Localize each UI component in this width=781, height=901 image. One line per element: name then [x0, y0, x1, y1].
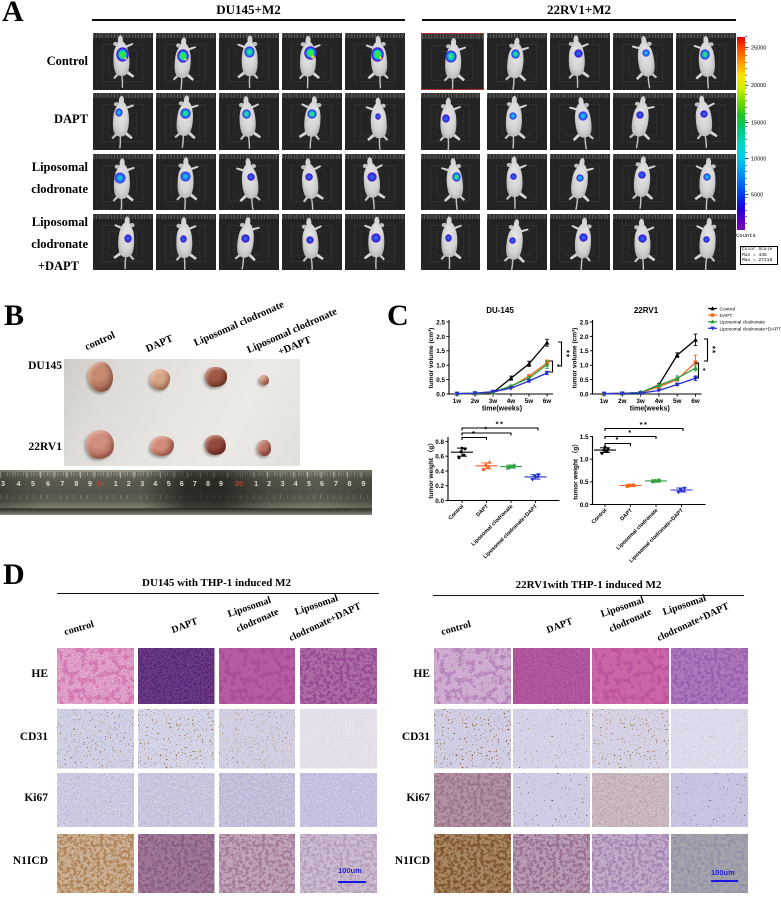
svg-text:Control: Control [591, 507, 609, 525]
svg-text:5w: 5w [525, 398, 534, 405]
svg-text:0.5: 0.5 [580, 377, 589, 384]
svg-text:Control: Control [720, 307, 735, 313]
svg-text:*: * [472, 429, 476, 438]
svg-text:**: ** [640, 420, 649, 429]
svg-text:0.6: 0.6 [435, 454, 444, 461]
svg-text:Liposomal clodronate: Liposomal clodronate [720, 320, 766, 326]
svg-text:Liposomal clodronate: Liposomal clodronate [471, 504, 515, 548]
svg-text:2.5: 2.5 [436, 319, 445, 326]
svg-text:6w: 6w [543, 398, 552, 405]
svg-text:**: ** [707, 346, 716, 354]
svg-text:15000: 15000 [751, 120, 766, 126]
svg-text:0.0: 0.0 [436, 391, 445, 398]
svg-text:0.0: 0.0 [580, 391, 589, 398]
svg-text:2w: 2w [618, 398, 627, 405]
svg-text:DAPT: DAPT [475, 503, 490, 518]
svg-text:2.5: 2.5 [580, 319, 589, 326]
svg-text:tumor weight （g）: tumor weight （g） [427, 439, 435, 499]
svg-text:0.0: 0.0 [435, 498, 444, 505]
svg-text:0.5: 0.5 [436, 377, 445, 384]
svg-text:DAPT: DAPT [619, 507, 634, 522]
svg-text:2.0: 2.0 [436, 334, 445, 341]
svg-text:**: ** [561, 350, 570, 358]
svg-text:0.0: 0.0 [580, 502, 589, 509]
svg-text:1.0: 1.0 [580, 457, 589, 464]
svg-text:0.2: 0.2 [435, 483, 444, 490]
svg-text:Liposomal clodronate+DAPT: Liposomal clodronate+DAPT [628, 507, 685, 564]
svg-text:*: * [616, 435, 620, 444]
svg-text:2w: 2w [471, 398, 480, 405]
svg-text:0.5: 0.5 [580, 479, 589, 486]
svg-text:**: ** [496, 420, 505, 429]
svg-text:Control: Control [448, 503, 466, 521]
svg-text:Liposomal clodronate+DAPT: Liposomal clodronate+DAPT [482, 503, 539, 560]
svg-text:Liposomal clodronate+DAPT: Liposomal clodronate+DAPT [720, 326, 781, 332]
svg-text:5000: 5000 [751, 193, 763, 199]
svg-text:22RV1: 22RV1 [634, 306, 659, 315]
svg-text:*: * [484, 425, 488, 434]
svg-text:1.0: 1.0 [436, 363, 445, 370]
svg-text:2.0: 2.0 [580, 334, 589, 341]
svg-text:1w: 1w [453, 398, 462, 405]
svg-text:*: * [628, 428, 632, 437]
svg-text:tumor volume (cm³): tumor volume (cm³) [428, 328, 435, 389]
svg-text:20000: 20000 [751, 83, 766, 89]
svg-text:0.8: 0.8 [435, 439, 444, 446]
svg-text:0.4: 0.4 [435, 468, 444, 475]
svg-text:6w: 6w [691, 398, 700, 405]
svg-text:time(weeks): time(weeks) [630, 406, 670, 413]
svg-text:DAPT: DAPT [720, 313, 733, 319]
svg-text:*: * [698, 368, 705, 372]
svg-text:1.5: 1.5 [580, 348, 589, 355]
svg-text:4w: 4w [655, 398, 664, 405]
svg-text:10000: 10000 [751, 156, 766, 162]
svg-text:1.0: 1.0 [580, 363, 589, 370]
svg-text:3w: 3w [489, 398, 498, 405]
svg-text:3w: 3w [636, 398, 645, 405]
svg-text:DU-145: DU-145 [486, 306, 514, 315]
svg-text:*: * [552, 364, 559, 368]
svg-text:25000: 25000 [751, 46, 766, 52]
svg-text:1w: 1w [600, 398, 609, 405]
svg-text:5w: 5w [673, 398, 682, 405]
svg-text:tumor weight （g）: tumor weight （g） [572, 440, 580, 500]
svg-text:4w: 4w [507, 398, 516, 405]
svg-text:1.5: 1.5 [580, 434, 589, 441]
svg-text:1.5: 1.5 [436, 348, 445, 355]
svg-text:tumor volume (cm³): tumor volume (cm³) [572, 328, 579, 389]
svg-text:time(weeks): time(weeks) [482, 406, 522, 413]
